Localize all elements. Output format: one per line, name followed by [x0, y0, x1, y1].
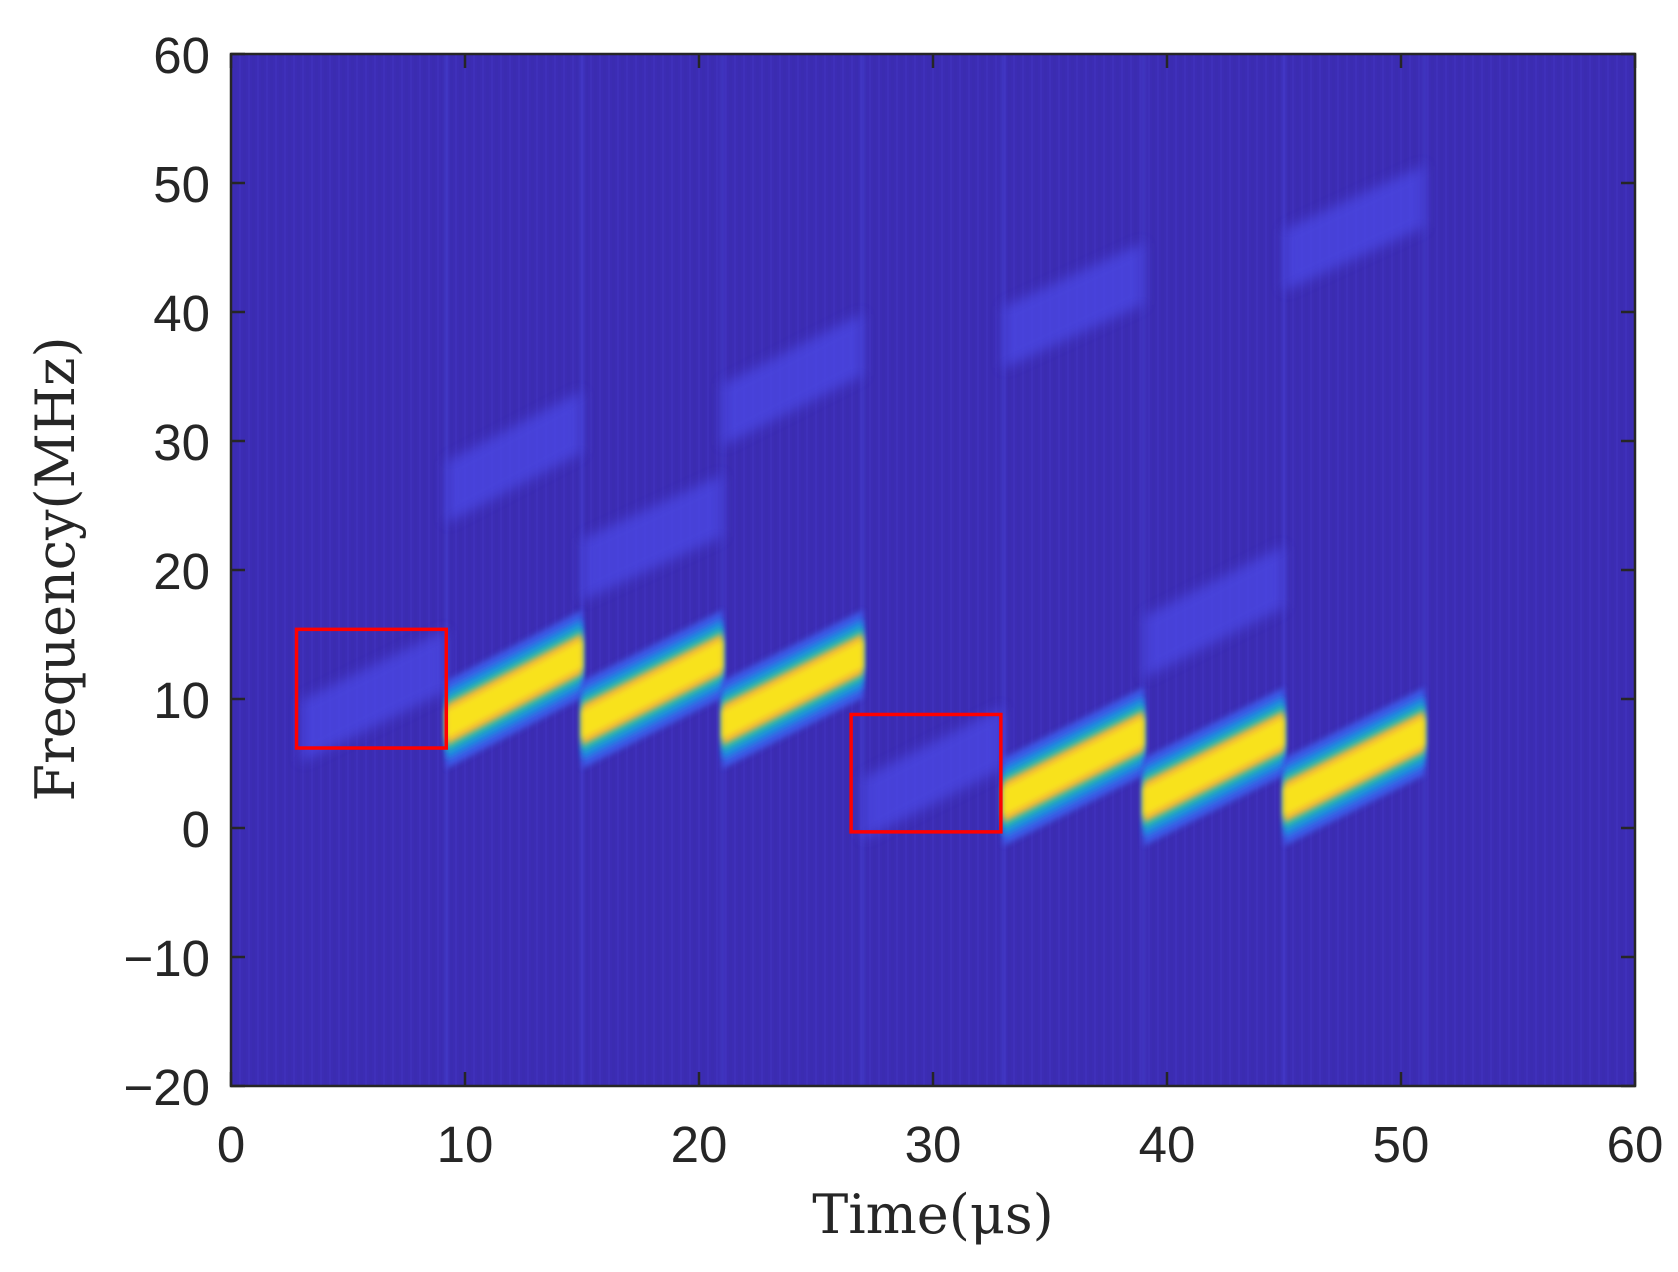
y-axis-label: Frequency(MHz)	[24, 336, 87, 801]
transient-line	[1001, 54, 1006, 1086]
transient-line	[444, 54, 449, 1086]
x-tick-label: 50	[1373, 1116, 1430, 1173]
transient-line	[1141, 54, 1146, 1086]
y-axis-tick-labels: −20 −10 0 10 20 30 40 50 60	[123, 27, 210, 1116]
x-tick-label: 10	[437, 1116, 494, 1173]
x-axis-tick-labels: 0 10 20 30 40 50 60	[217, 1116, 1664, 1173]
x-tick-label: 60	[1607, 1116, 1664, 1173]
strong-chirp-core	[446, 639, 582, 739]
weak-chirp	[582, 474, 723, 601]
weak-chirp	[301, 629, 447, 763]
x-tick-label: 20	[671, 1116, 728, 1173]
y-tick-label: −20	[123, 1059, 210, 1116]
weak-chirp	[862, 706, 1004, 840]
weak-chirp	[1003, 242, 1144, 369]
annotation-layer	[294, 627, 1003, 834]
y-tick-label: 60	[153, 27, 210, 84]
y-tick-label: −10	[123, 930, 210, 987]
x-axis-label: Time(μs)	[812, 1183, 1053, 1246]
transient-line	[1422, 54, 1427, 1086]
x-tick-label: 0	[217, 1116, 245, 1173]
strong-chirp-core	[1143, 717, 1284, 817]
y-tick-label: 20	[153, 543, 210, 600]
strong-chirp-core	[582, 639, 723, 739]
highlight-box	[294, 627, 449, 750]
weak-chirp	[722, 313, 863, 447]
y-tick-label: 10	[153, 672, 210, 729]
transient-line	[720, 54, 725, 1086]
x-tick-label: 30	[905, 1116, 962, 1173]
strong-chirp-core	[722, 639, 863, 739]
plot-frame	[229, 52, 1637, 1088]
x-tick-label: 40	[1139, 1116, 1196, 1173]
y-tick-label: 40	[153, 285, 210, 342]
highlight-box	[849, 712, 1003, 834]
transient-line	[860, 54, 865, 1086]
y-tick-label: 50	[153, 156, 210, 213]
weak-chirp	[446, 390, 582, 524]
weak-chirp	[1284, 164, 1425, 292]
y-tick-label: 0	[182, 801, 210, 858]
weak-chirp	[1143, 545, 1284, 679]
spectrogram-layer	[301, 54, 1427, 1086]
y-tick-label: 30	[153, 414, 210, 471]
strong-chirp-core	[1003, 717, 1144, 817]
strong-chirp-core	[1284, 717, 1425, 817]
plot-area	[229, 52, 1637, 1088]
